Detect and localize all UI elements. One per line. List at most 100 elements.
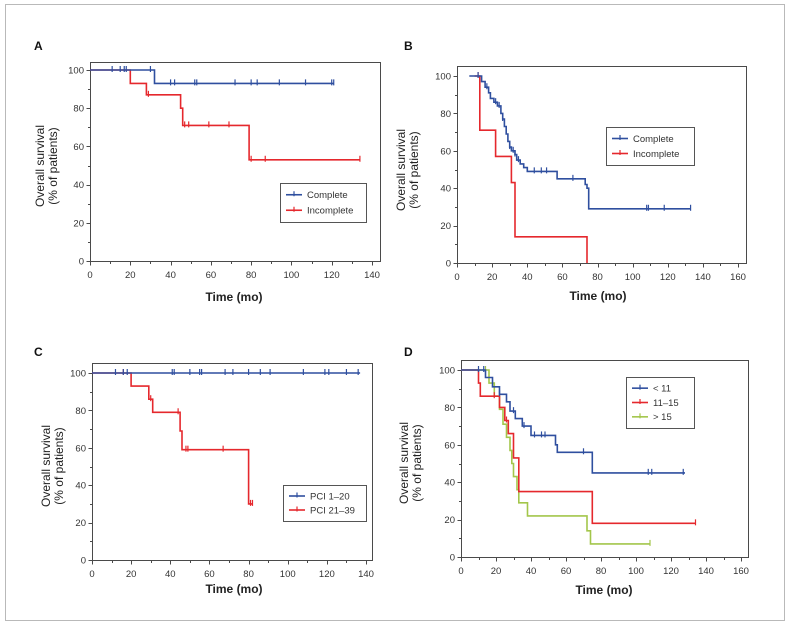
legend-label-complete: Complete: [307, 190, 348, 201]
x-tick-label: 100: [280, 569, 296, 580]
x-tick-label: 120: [663, 566, 679, 577]
y-tick-label: 40: [440, 184, 451, 195]
legend-label-incomplete: Incomplete: [633, 149, 679, 160]
y-axis-title-line-2: (% of patients): [52, 427, 66, 504]
y-axis-title-line-1: Overall survival: [394, 129, 408, 211]
km-curve-complete: [90, 69, 334, 85]
y-tick-label: 0: [79, 257, 84, 268]
x-tick-label: 100: [628, 566, 644, 577]
legend-label-incomplete: Incomplete: [307, 206, 353, 217]
x-tick-label: 80: [596, 566, 607, 577]
y-tick-label: 0: [81, 556, 86, 567]
y-tick-label: 0: [450, 553, 455, 564]
x-tick-label: 80: [592, 272, 603, 283]
x-tick-label: 120: [660, 272, 676, 283]
plot-frame: [92, 363, 373, 561]
y-axis-title-line-2: (% of patients): [46, 127, 60, 204]
legend-box: [606, 127, 695, 166]
x-tick-label: 120: [319, 569, 335, 580]
x-tick-label: 60: [204, 569, 215, 580]
x-tick-label: 0: [89, 569, 94, 580]
x-tick-label: 140: [364, 270, 380, 281]
panel-label: A: [34, 39, 43, 53]
y-axis-title-line-2: (% of patients): [410, 424, 424, 501]
legend: PCI 1–20 PCI 21–39: [283, 485, 367, 522]
y-axis-title-line-2: (% of patients): [407, 131, 421, 208]
x-tick-label: 60: [206, 270, 217, 281]
x-tick-label: 100: [283, 270, 299, 281]
series-incomplete: [90, 69, 361, 162]
x-tick-label: 40: [522, 272, 533, 283]
y-tick-label: 100: [439, 366, 455, 377]
y-tick-label: 20: [73, 218, 84, 229]
plot-frame: [457, 66, 747, 264]
panel-d: D 0 20 40 60 80 100 120 140 160 0 20 40 60 80 100 Overal…: [397, 345, 749, 597]
km-curve-complete: [469, 75, 691, 210]
series-11-15: [461, 369, 697, 526]
x-tick-label: 140: [695, 272, 711, 283]
y-tick-label: 40: [75, 481, 86, 492]
x-tick-label: 40: [165, 569, 176, 580]
legend-box: [283, 485, 367, 522]
figure-border: [5, 4, 785, 621]
y-tick-label: 60: [444, 440, 455, 451]
x-tick-label: 20: [126, 569, 137, 580]
x-tick-label: 0: [458, 566, 463, 577]
legend-label-lt-11: < 11: [653, 383, 671, 394]
panel-label: D: [404, 345, 413, 359]
y-tick-label: 100: [70, 369, 86, 380]
km-curve-incomplete: [474, 75, 588, 263]
y-tick-label: 0: [446, 259, 451, 270]
series-incomplete: [474, 72, 588, 263]
x-tick-label: 60: [557, 272, 568, 283]
y-tick-label: 80: [75, 406, 86, 417]
km-curve-lt-11: [461, 369, 685, 474]
y-tick-label: 80: [73, 104, 84, 115]
panel-c: C 0 20 40 60 80 100 120 140 0 20 40 60 80 100 Overall s…: [34, 345, 374, 596]
x-tick-label: 120: [324, 270, 340, 281]
x-tick-label: 20: [125, 270, 136, 281]
x-tick-label: 0: [87, 270, 92, 281]
series-lt-11: [461, 366, 685, 475]
km-curve-pci-21-39: [92, 372, 253, 505]
km-curve-incomplete: [90, 69, 360, 161]
x-tick-label: 140: [698, 566, 714, 577]
series-pci-21-39: [92, 369, 254, 506]
legend: < 11 11–15 > 15: [626, 377, 695, 429]
x-tick-label: 160: [730, 272, 746, 283]
y-tick-label: 40: [73, 180, 84, 191]
y-tick-label: 60: [73, 142, 84, 153]
x-tick-label: 20: [491, 566, 502, 577]
panel-label: C: [34, 345, 43, 359]
y-tick-label: 20: [75, 518, 86, 529]
x-tick-label: 40: [165, 270, 176, 281]
y-tick-label: 20: [444, 515, 455, 526]
panel-b: B 0 20 40 60 80 100 120 140 160 0 20 40 60 80 100 Overal…: [394, 39, 747, 303]
x-axis-title: Time (mo): [569, 289, 626, 303]
y-tick-label: 60: [440, 146, 451, 157]
x-axis-title: Time (mo): [205, 582, 262, 596]
x-tick-label: 160: [733, 566, 749, 577]
legend-label-pci-21-39: PCI 21–39: [310, 505, 355, 516]
series-pci-1-20: [92, 369, 361, 375]
y-axis-title-line-1: Overall survival: [39, 425, 53, 507]
legend: Complete Incomplete: [280, 183, 367, 223]
y-tick-label: 80: [440, 109, 451, 120]
x-tick-label: 80: [243, 569, 254, 580]
y-tick-label: 100: [435, 72, 451, 83]
legend-label-gt-15: > 15: [653, 412, 672, 423]
y-tick-label: 60: [75, 443, 86, 454]
y-axis-title-line-1: Overall survival: [33, 125, 47, 207]
x-tick-label: 0: [454, 272, 459, 283]
plot-frame: [461, 360, 749, 558]
y-tick-label: 20: [440, 221, 451, 232]
x-axis-title: Time (mo): [205, 290, 262, 304]
legend-box: [280, 183, 367, 223]
series-gt-15: [461, 366, 651, 546]
y-tick-label: 80: [444, 403, 455, 414]
x-tick-label: 20: [487, 272, 498, 283]
x-tick-label: 80: [246, 270, 257, 281]
x-tick-label: 60: [561, 566, 572, 577]
series-complete: [469, 72, 692, 211]
